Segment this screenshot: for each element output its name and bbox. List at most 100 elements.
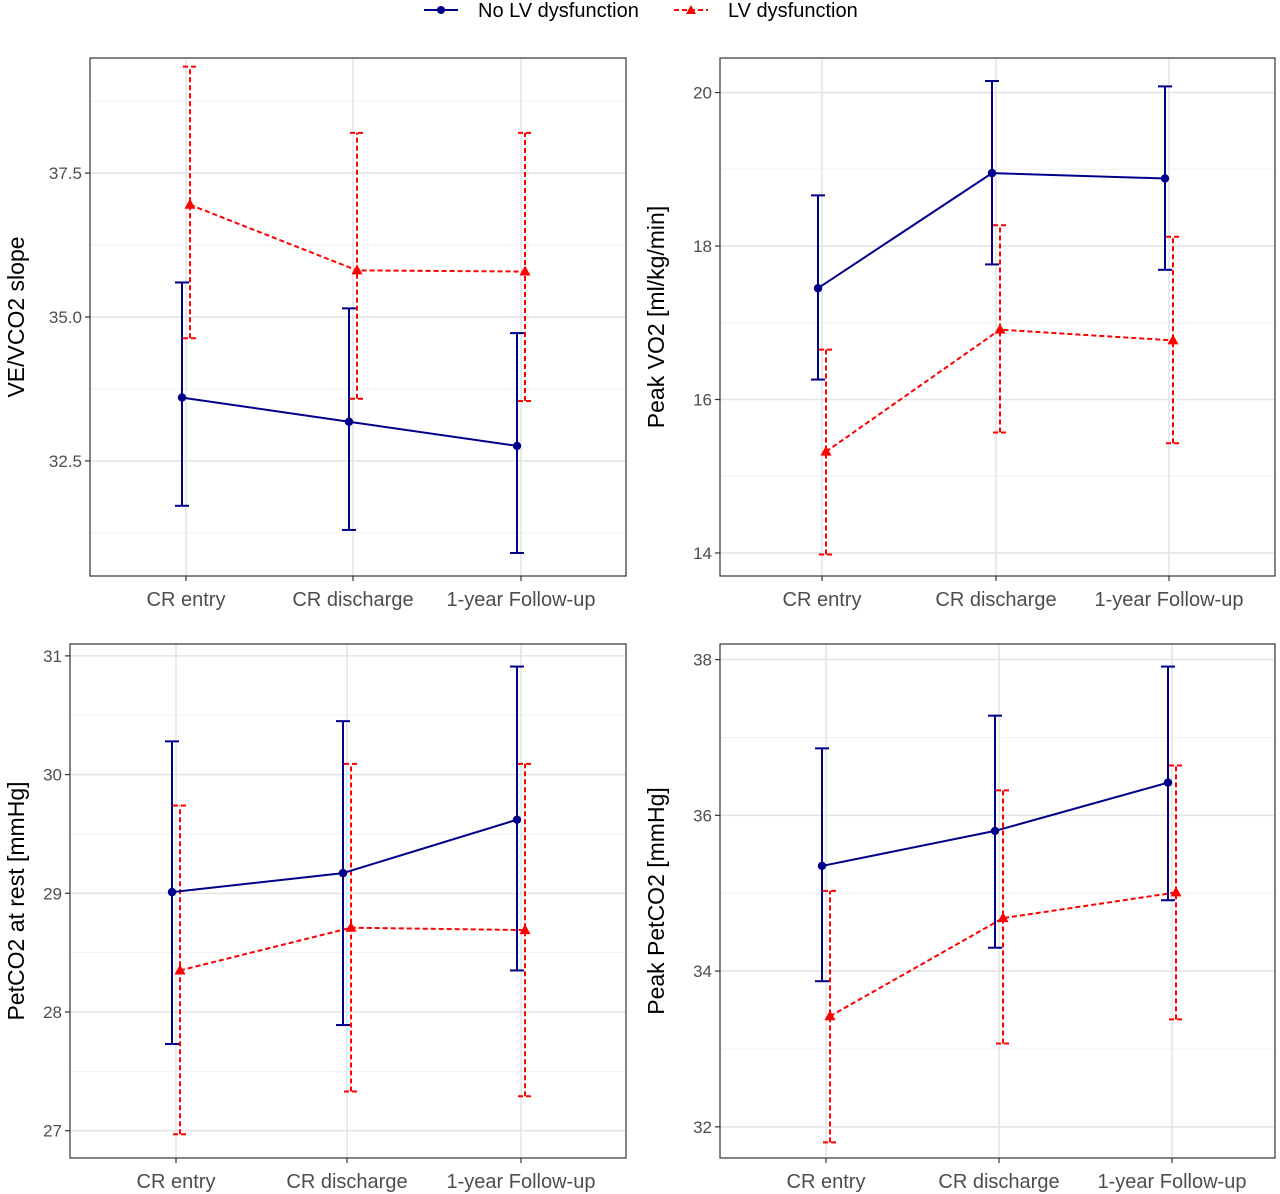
gridlines	[720, 58, 1275, 576]
data-point	[519, 265, 531, 276]
series-lv-dysfunction	[173, 762, 532, 1136]
x-tick-label: CR entry	[787, 1171, 866, 1193]
data-point	[344, 417, 354, 426]
x-tick-label: CR entry	[137, 1171, 216, 1193]
data-point	[994, 323, 1006, 334]
series-line	[171, 818, 518, 894]
gridlines	[70, 644, 626, 1158]
data-point	[824, 1010, 836, 1021]
data-point	[512, 815, 522, 824]
plot-border	[719, 57, 1276, 577]
y-tick-label: 34	[693, 962, 712, 981]
data-point	[1170, 886, 1182, 897]
x-tick-label: CR discharge	[938, 1171, 1059, 1193]
gridlines	[720, 644, 1275, 1158]
legend-marker-circle	[437, 6, 445, 14]
y-tick-label: 31	[43, 647, 62, 666]
x-axis: CR entry CR discharge 1-year Follow-up	[137, 1158, 596, 1193]
y-axis-title: Peak VO2 [ml/kg/min]	[643, 206, 669, 428]
error-bar	[993, 224, 1007, 434]
data-point	[987, 168, 997, 178]
x-axis: CR entry CR discharge 1-year Follow-up	[147, 576, 596, 611]
y-tick-label: 14	[693, 544, 712, 563]
y-axis-title: VE/VCO2 slope	[3, 236, 29, 397]
data-point	[351, 264, 363, 275]
series-line	[179, 926, 526, 972]
y-tick-label: 30	[43, 766, 62, 785]
x-tick-label: 1-year Follow-up	[447, 1171, 596, 1193]
error-bar	[1166, 235, 1180, 445]
y-tick-label: 27	[43, 1122, 62, 1141]
x-tick-label: CR entry	[783, 589, 862, 611]
y-tick-label: 32.5	[49, 452, 82, 471]
data-point	[1167, 334, 1179, 345]
data-point	[345, 921, 357, 932]
data-point	[990, 826, 1000, 836]
y-tick-label: 16	[693, 390, 712, 409]
chart-peak-vo2: 14 16 18 20 CR entry CR discharge 1-year Follo…	[643, 57, 1276, 611]
chart-petco2-at-rest: 27 28 29 30 31 CR entry CR discharge 1-year Fol…	[3, 643, 627, 1193]
series-no-lv-dysfunction	[165, 665, 524, 1046]
data-point	[820, 445, 832, 456]
error-bar	[518, 762, 532, 1098]
error-bar	[819, 348, 833, 556]
error-bar	[183, 65, 197, 340]
y-tick-label: 35.0	[49, 308, 82, 327]
y-tick-label: 32	[693, 1118, 712, 1137]
error-bar	[1169, 764, 1183, 1021]
data-point	[519, 924, 531, 935]
data-point	[338, 868, 348, 878]
data-point	[167, 887, 177, 897]
legend-label-1: LV dysfunction	[728, 0, 858, 22]
error-bar	[996, 789, 1010, 1045]
data-point	[1160, 174, 1170, 183]
series-lv-dysfunction	[823, 764, 1183, 1144]
y-axis-title: PetCO2 at rest [mmHg]	[3, 781, 29, 1020]
x-tick-label: 1-year Follow-up	[1098, 1171, 1247, 1193]
y-tick-label: 18	[693, 237, 712, 256]
y-axis-title: Peak PetCO2 [mmHg]	[643, 787, 669, 1015]
data-point	[817, 861, 827, 871]
data-point	[997, 912, 1009, 923]
series-no-lv-dysfunction	[175, 281, 524, 554]
x-tick-label: CR discharge	[286, 1171, 407, 1193]
y-tick-label: 29	[43, 884, 62, 903]
plot-border	[69, 643, 627, 1159]
y-axis: 32.5 35.0 37.5	[49, 164, 90, 471]
x-axis: CR entry CR discharge 1-year Follow-up	[783, 576, 1244, 611]
x-axis: CR entry CR discharge 1-year Follow-up	[787, 1158, 1247, 1193]
y-tick-label: 36	[693, 806, 712, 825]
legend-graphic: No LV dysfunction LV dysfunction	[424, 0, 858, 22]
series-lv-dysfunction	[819, 224, 1180, 556]
y-tick-label: 20	[693, 84, 712, 103]
legend: No LV dysfunction LV dysfunction	[0, 0, 1280, 24]
legend-marker-triangle	[686, 5, 696, 14]
series-line	[829, 891, 1177, 1018]
data-point	[184, 198, 196, 209]
data-point	[512, 441, 522, 451]
data-point	[1163, 778, 1173, 787]
x-tick-label: CR entry	[147, 589, 226, 611]
y-tick-label: 28	[43, 1003, 62, 1022]
y-axis: 14 16 18 20	[693, 84, 720, 563]
y-axis: 32 34 36 38	[693, 651, 720, 1137]
chart-peak-petco2: 32 34 36 38 CR entry CR discharge 1-year Follo…	[643, 643, 1276, 1193]
chart-ve-vco2-slope: 32.5 35.0 37.5 CR entry CR discharge 1-year F…	[3, 57, 627, 611]
legend-label-0: No LV dysfunction	[478, 0, 639, 22]
y-tick-label: 37.5	[49, 164, 82, 183]
data-point	[177, 393, 187, 402]
series-no-lv-dysfunction	[815, 665, 1175, 983]
x-tick-label: CR discharge	[935, 589, 1056, 611]
series-lv-dysfunction	[183, 65, 532, 403]
plot-border	[719, 643, 1276, 1159]
legend-item-0: No LV dysfunction	[424, 0, 639, 22]
data-point	[813, 284, 823, 293]
series-no-lv-dysfunction	[811, 80, 1172, 381]
error-bar	[823, 889, 837, 1144]
legend-item-1: LV dysfunction	[674, 0, 858, 22]
y-axis: 27 28 29 30 31	[43, 647, 70, 1141]
x-tick-label: 1-year Follow-up	[1095, 589, 1244, 611]
error-bar	[518, 131, 532, 403]
x-tick-label: 1-year Follow-up	[447, 589, 596, 611]
x-tick-label: CR discharge	[292, 589, 413, 611]
